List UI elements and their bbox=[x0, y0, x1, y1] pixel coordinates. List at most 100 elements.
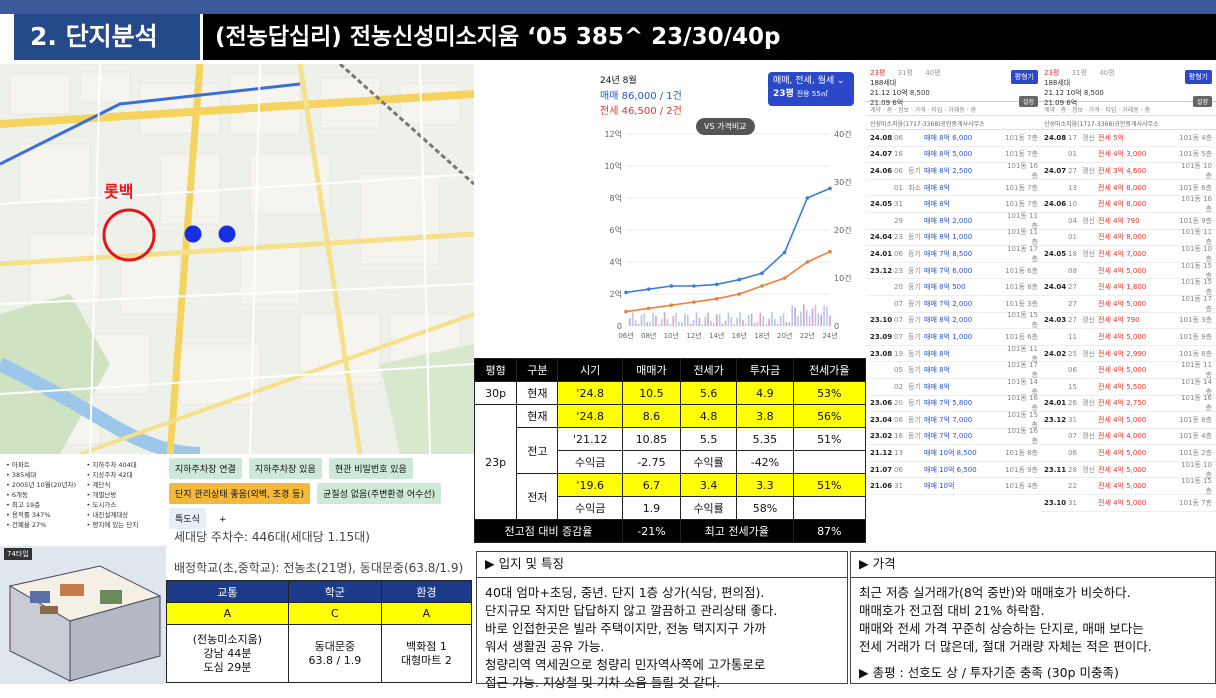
tab-23p[interactable]: 23평 bbox=[1044, 69, 1060, 77]
table-row[interactable]: 24.06 06 등기 매매 8억 2,500 101동 16층 bbox=[866, 162, 1042, 180]
row-day: 01 bbox=[1068, 233, 1077, 242]
table-row[interactable]: 04 갱신 전세 4억 790 101동 9층 bbox=[1040, 213, 1216, 230]
tab-40p[interactable]: 40평 bbox=[925, 69, 941, 77]
x-tick-label: 10년 bbox=[664, 331, 679, 340]
table-row[interactable]: 23.12 23 등기 매매 7억 6,000 101동 6층 bbox=[866, 263, 1042, 280]
table-row[interactable]: 21.12 13 매매 10억 8,500 101동 8층 bbox=[866, 445, 1042, 462]
table-row[interactable]: 20 등기 매매 8억 500 101동 8층 bbox=[866, 279, 1042, 296]
table-row[interactable]: 24.04 27 전세 4억 1,800 101동 15층 bbox=[1040, 278, 1216, 296]
table-row[interactable]: 06 전세 4억 5,000 101동 11층 bbox=[1040, 361, 1216, 379]
table-row[interactable]: 23.02 16 등기 매매 7억 7,000 101동 16층 bbox=[866, 427, 1042, 445]
tag[interactable]: 현관 비밀번호 있음 bbox=[328, 458, 413, 479]
table-row[interactable]: 08 전세 4억 5,000 101동 15층 bbox=[1040, 262, 1216, 280]
table-row[interactable]: 23.11 28 갱신 전세 4억 5,000 101동 10층 bbox=[1040, 461, 1216, 479]
y2-tick-label: 40건 bbox=[834, 129, 852, 139]
row-day: 31 bbox=[894, 482, 903, 491]
table-row[interactable]: 24.08 17 갱신 전세 5억 101동 4층 bbox=[1040, 130, 1216, 147]
table-row[interactable]: 05 등기 매매 8억 101동 17층 bbox=[866, 361, 1042, 379]
table-row[interactable]: 22 전세 4억 5,000 101동 15층 bbox=[1040, 477, 1216, 495]
table-row[interactable]: 07 갱신 전세 4억 4,000 101동 4층 bbox=[1040, 429, 1216, 446]
fact-item: • 용적률 347% bbox=[6, 511, 51, 519]
table-row[interactable]: 02 등기 매매 8억 101동 14층 bbox=[866, 378, 1042, 396]
table-row[interactable]: 23.06 20 등기 매매 7억 5,800 101동 16층 bbox=[866, 394, 1042, 412]
settings-button[interactable]: 설정 bbox=[1018, 96, 1038, 107]
table-row[interactable]: 01 전세 4억 8,000 101동 11층 bbox=[1040, 228, 1216, 246]
row-day: 27 bbox=[1068, 316, 1077, 325]
cell: 23p bbox=[473, 404, 518, 520]
volume-bar bbox=[730, 317, 733, 326]
table-row[interactable]: 24.07 27 갱신 전세 3억 4,600 101동 10층 bbox=[1040, 162, 1216, 180]
table-row[interactable]: 01 취소 매매 8억 101동 7층 bbox=[866, 180, 1042, 197]
tab-31p[interactable]: 31평 bbox=[1071, 69, 1087, 77]
table-row[interactable]: 24.01 26 갱신 전세 4억 2,750 101동 16층 bbox=[1040, 394, 1216, 412]
table-row[interactable]: 23.04 06 등기 매매 7억 7,000 101동 15층 bbox=[866, 411, 1042, 429]
table-row[interactable]: 06 전세 4억 5,000 101동 2층 bbox=[1040, 445, 1216, 462]
chart-month: 24년 8월 bbox=[600, 76, 637, 86]
table-row[interactable]: 24.05 31 매매 8억 101동 7층 bbox=[866, 196, 1042, 213]
table-row[interactable]: 24.05 18 갱신 전세 4억 7,000 101동 10층 bbox=[1040, 245, 1216, 263]
location-map[interactable]: 롯백 bbox=[0, 64, 474, 454]
table-row[interactable]: 24.03 27 갱신 전세 4억 790 101동 3층 bbox=[1040, 313, 1216, 330]
station-marker-icon[interactable] bbox=[218, 225, 236, 243]
data-point bbox=[782, 276, 787, 280]
high-sale: 21.12 10억 8,500 bbox=[870, 89, 930, 97]
table-row[interactable]: 23.12 31 전세 4억 5,000 101동 8층 bbox=[1040, 412, 1216, 429]
volume-bar bbox=[774, 319, 776, 326]
cell: 전고 bbox=[516, 427, 559, 474]
tag[interactable]: 지하주차장 연결 bbox=[169, 458, 242, 479]
row-day: 15 bbox=[1068, 382, 1077, 391]
table-row[interactable]: 01 전세 4억 3,000 101동 5층 bbox=[1040, 147, 1216, 164]
tag[interactable]: 균질성 없음(주변환경 어수선) bbox=[317, 483, 442, 504]
row-price: 전세 4억 5,000 bbox=[1098, 449, 1147, 458]
volume-bar bbox=[721, 323, 724, 326]
jeonse-transaction-list: 23평 31평 40평 188세대 21.12 10억 8,500 21.09 … bbox=[1040, 64, 1216, 546]
row-status: 등기 bbox=[908, 432, 921, 441]
table-row[interactable]: 29 매매 8억 2,000 101동 11층 bbox=[866, 212, 1042, 230]
tab-40p[interactable]: 40평 bbox=[1099, 69, 1115, 77]
tab-23p[interactable]: 23평 bbox=[870, 69, 886, 77]
table-row[interactable]: 23.09 07 등기 매매 8억 1,000 101동 6층 bbox=[866, 329, 1042, 346]
table-row[interactable]: 11 전세 4억 5,000 101동 9층 bbox=[1040, 329, 1216, 346]
table-row: 23p 현재 '24.8 8.6 4.8 3.8 56% bbox=[473, 404, 867, 520]
table-row[interactable]: 15 전세 4억 5,500 101동 14층 bbox=[1040, 378, 1216, 396]
row-status: 등기 bbox=[908, 299, 921, 308]
row-day: 29 bbox=[894, 216, 903, 225]
tab-31p[interactable]: 31평 bbox=[897, 69, 913, 77]
table-row[interactable]: 24.06 10 전세 4억 8,000 101동 16층 bbox=[1040, 195, 1216, 213]
table-row[interactable]: 23.10 07 등기 매매 8억 2,000 101동 15층 bbox=[866, 311, 1042, 329]
vs-compare-button[interactable]: VS 가격비교 bbox=[696, 118, 755, 135]
table-row[interactable]: 24.01 06 등기 매매 7억 8,500 101동 17층 bbox=[866, 245, 1042, 263]
row-day: 19 bbox=[894, 349, 903, 358]
tag[interactable]: 특도식 bbox=[169, 508, 206, 529]
row-price: 매매 8억 5,000 bbox=[924, 150, 973, 159]
row-date: 24.01 bbox=[1044, 399, 1067, 408]
pyeong-button[interactable]: 평형기 bbox=[1184, 70, 1212, 84]
desc-line: 도심 29분 bbox=[203, 660, 252, 674]
row-unit: 101동 11층 bbox=[1007, 228, 1038, 247]
table-row[interactable]: 21.06 31 매매 10억 101동 4층 bbox=[866, 478, 1042, 496]
table-row[interactable]: 21.07 06 매매 10억 6,500 101동 9층 bbox=[866, 462, 1042, 479]
table-row[interactable]: 23.10 31 전세 4억 5,000 101동 7층 bbox=[1040, 495, 1216, 512]
tag[interactable]: 지하주차장 있음 bbox=[248, 458, 322, 479]
complex-marker-icon[interactable] bbox=[184, 225, 202, 243]
data-point bbox=[737, 277, 742, 282]
pyeong-button[interactable]: 평형기 bbox=[1010, 70, 1038, 84]
table-row[interactable]: 07 등기 매매 7억 2,000 101동 3층 bbox=[866, 296, 1042, 313]
table-row[interactable]: 24.08 06 매매 8억 6,000 101동 7층 bbox=[866, 130, 1042, 147]
row-date: 21.07 bbox=[870, 465, 893, 474]
row-price: 전세 4억 5,000 bbox=[1098, 332, 1147, 341]
table-row[interactable]: 24.04 23 등기 매매 8억 1,000 101동 11층 bbox=[866, 228, 1042, 247]
tag[interactable]: 단지 관리상태 좋음(외벽, 조경 등) bbox=[169, 483, 310, 504]
table-row[interactable]: 24.02 25 갱신 전세 4억 2,990 101동 6층 bbox=[1040, 346, 1216, 363]
add-tag-button[interactable]: + bbox=[218, 515, 227, 525]
row-day: 08 bbox=[1068, 266, 1077, 275]
y-tick-label: 6억 bbox=[610, 225, 622, 235]
row-day: 05 bbox=[894, 366, 903, 375]
settings-button[interactable]: 설정 bbox=[1192, 96, 1212, 107]
table-row[interactable]: 13 전세 4억 8,000 101동 6층 bbox=[1040, 180, 1216, 197]
table-row[interactable]: 24.07 16 매매 8억 5,000 101동 7층 bbox=[866, 147, 1042, 164]
table-row[interactable]: 27 전세 4억 5,000 101동 17층 bbox=[1040, 295, 1216, 313]
chart-filter-dropdown[interactable]: 매매, 전세, 월세 ⌄ 23평 전용 55㎡ bbox=[768, 72, 854, 106]
table-row[interactable]: 23.08 19 등기 매매 8억 101동 11층 bbox=[866, 345, 1042, 363]
data-point bbox=[646, 306, 651, 311]
